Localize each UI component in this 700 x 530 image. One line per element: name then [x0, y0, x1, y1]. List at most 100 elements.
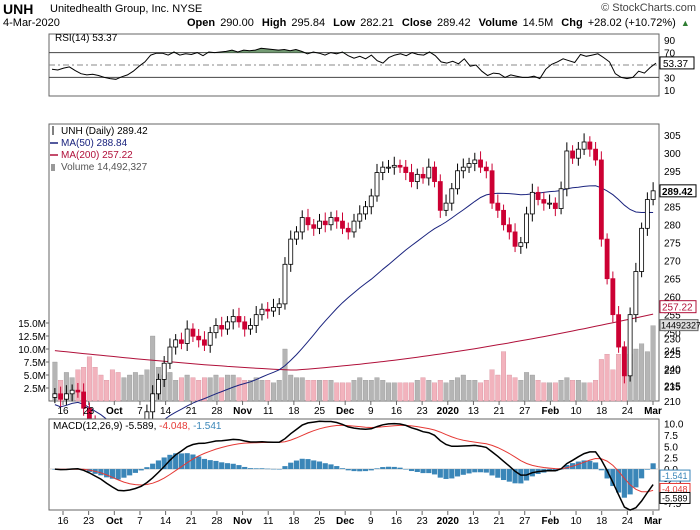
macd-hist-bar: [426, 469, 432, 474]
volume-bar: [219, 377, 225, 402]
macd-hist-bar: [351, 469, 357, 472]
candle-body: [529, 191, 535, 215]
volume-bar: [98, 374, 104, 402]
macd-hist-bar: [311, 460, 317, 470]
last-price-box: [659, 184, 697, 198]
price-tick-label: 260: [664, 293, 681, 304]
rsi-legend: RSI(14) 53.37: [55, 33, 118, 44]
volume-bar: [224, 374, 230, 402]
candle-body: [518, 242, 524, 247]
rsi-value-label: 53.37: [663, 59, 688, 70]
rsi-tick-label: 90: [664, 36, 676, 47]
macd-hist-bar: [247, 468, 254, 470]
price-x-label: 11: [263, 406, 274, 417]
macd-hist-bar: [104, 469, 110, 478]
candle-body: [242, 321, 248, 330]
volume-bar: [472, 380, 478, 402]
volume-bar: [351, 380, 357, 402]
volume-bar: [397, 382, 403, 402]
price-x-label: 9: [368, 406, 374, 417]
volume-bar: [368, 380, 374, 402]
volume-bar: [639, 343, 645, 402]
candle-body: [570, 150, 576, 159]
last-price-label: 289.42: [662, 187, 693, 198]
candle-body: [276, 303, 282, 308]
volume-bar: [282, 348, 288, 402]
candle-body: [598, 159, 604, 240]
macd-hist-bar: [288, 462, 294, 470]
candle-body: [305, 217, 311, 226]
volume-bar: [311, 380, 317, 402]
volume-bar: [483, 380, 489, 402]
candle-body: [386, 166, 391, 169]
price-tick-label: 300: [664, 149, 681, 160]
volume-value-box: [659, 319, 699, 332]
macd-hist-bar: [598, 469, 604, 471]
volume-bar: [460, 374, 466, 402]
macd-hist-bar: [305, 459, 311, 470]
volume-bar: [196, 380, 202, 402]
volume-bar: [386, 382, 391, 402]
macd-hist-bar: [397, 467, 403, 470]
macd-hist-bar: [334, 466, 340, 470]
volume-bar: [86, 356, 92, 402]
macd-x-label: 16: [57, 516, 69, 527]
candle-body: [478, 159, 483, 168]
candle-body: [271, 307, 276, 312]
macd-value-box: [659, 469, 691, 482]
volume-bar: [426, 380, 432, 402]
macd-hist-bar: [391, 466, 397, 470]
candle-body: [581, 141, 587, 150]
price-tick-label: 255: [664, 311, 681, 322]
company-name: Unitedhealth Group, Inc. NYSE: [50, 3, 203, 15]
candle-body: [282, 263, 288, 305]
candle-body: [322, 220, 328, 226]
macd-x-label: 13: [468, 516, 480, 527]
macd-hist-bar: [610, 469, 616, 487]
candle-body: [397, 164, 403, 168]
volume-bar: [248, 380, 253, 402]
volume-bar: [564, 377, 570, 402]
price-x-label: 23: [83, 406, 95, 417]
candle-body: [420, 173, 426, 179]
volume-bar: [524, 372, 530, 402]
volume-bar: [328, 380, 334, 402]
volume-bar: [443, 382, 449, 402]
candle-body: [236, 316, 242, 323]
volume-bar: [109, 369, 115, 402]
macd-hist-bar: [293, 460, 300, 470]
candle-body: [426, 166, 432, 179]
macd-x-label: Oct: [106, 516, 123, 527]
macd-hist-bar: [219, 462, 225, 470]
volume-bar: [173, 380, 179, 402]
change-value: +28.02 (+10.72%): [587, 17, 676, 29]
price-legend-item: MA(200) 257.22: [61, 150, 133, 161]
macd-x-label: 21: [186, 516, 198, 527]
candle-body: [196, 335, 202, 341]
macd-x-label: Dec: [336, 516, 355, 527]
volume-bar: [570, 380, 576, 402]
volume-bar: [363, 380, 368, 402]
volume-bar: [201, 377, 207, 402]
macd-hist-bar: [408, 469, 415, 472]
close-label: Close: [401, 17, 432, 29]
volume-tick-label: 15.0M: [18, 319, 46, 330]
macd-hist-bar: [581, 460, 587, 470]
ticker-symbol: UNH: [3, 1, 34, 17]
candle-body: [495, 202, 501, 211]
macd-hist-bar: [230, 463, 236, 470]
macd-hist-bar: [115, 469, 121, 480]
volume-bar: [604, 354, 610, 402]
macd-hist-bar: [132, 469, 138, 473]
macd-hist-bar: [460, 469, 466, 475]
macd-x-label: 9: [368, 516, 374, 527]
macd-value-label: -5.589: [662, 493, 688, 503]
ma200-value-label: 257.22: [662, 303, 693, 314]
volume-bar: [547, 382, 553, 402]
macd-hist-bar: [98, 469, 104, 476]
macd-hist-bar: [385, 466, 392, 470]
macd-hist-bar: [276, 468, 282, 470]
candle-body: [455, 170, 460, 190]
volume-bar: [236, 377, 242, 402]
rsi-line: [51, 47, 657, 80]
